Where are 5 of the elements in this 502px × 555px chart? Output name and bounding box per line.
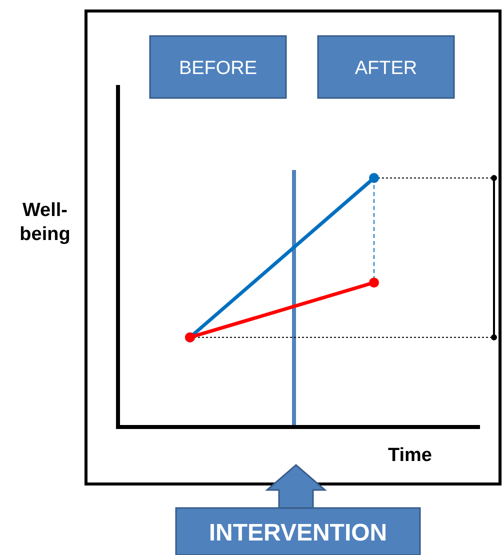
x-axis-title: Time xyxy=(388,445,432,466)
text: AFTER xyxy=(354,58,418,79)
y-axis-title: Well-being xyxy=(20,200,70,245)
text: BEFORE xyxy=(178,58,258,79)
text: INTERVENTION xyxy=(208,520,388,546)
